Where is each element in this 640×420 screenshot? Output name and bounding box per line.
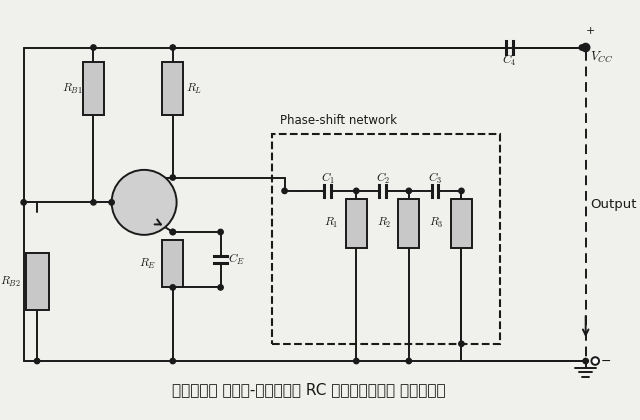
Circle shape <box>579 45 584 50</box>
Circle shape <box>111 170 177 235</box>
Circle shape <box>354 358 359 364</box>
Bar <box>398 199 419 248</box>
Circle shape <box>35 358 40 364</box>
Text: $C_1$: $C_1$ <box>321 171 335 186</box>
Text: $C_4$: $C_4$ <box>502 53 516 68</box>
Circle shape <box>170 229 175 235</box>
Text: $R_2$: $R_2$ <box>377 216 391 231</box>
Bar <box>26 253 49 310</box>
Text: $R_1$: $R_1$ <box>324 216 339 231</box>
Circle shape <box>170 285 175 290</box>
Circle shape <box>170 358 175 364</box>
Circle shape <box>459 341 464 346</box>
Text: $C_3$: $C_3$ <box>428 171 442 186</box>
Circle shape <box>406 358 412 364</box>
Circle shape <box>170 229 175 235</box>
Text: Phase-shift network: Phase-shift network <box>280 114 397 127</box>
Text: $R_L$: $R_L$ <box>186 81 202 96</box>
Circle shape <box>282 188 287 194</box>
Text: $R_{B2}$: $R_{B2}$ <box>0 275 20 289</box>
Circle shape <box>354 188 359 194</box>
Text: −: − <box>601 354 611 368</box>
Circle shape <box>170 45 175 50</box>
Circle shape <box>218 229 223 235</box>
Bar <box>163 62 183 116</box>
Circle shape <box>109 200 115 205</box>
Text: $R_3$: $R_3$ <box>429 216 444 231</box>
Bar <box>451 199 472 248</box>
Text: चित्र फेज-शिफ्ट RC दोलित्र परिपथ: चित्र फेज-शिफ्ट RC दोलित्र परिपथ <box>172 382 445 397</box>
Circle shape <box>218 285 223 290</box>
Text: $R_{B1}$: $R_{B1}$ <box>62 81 83 96</box>
Circle shape <box>91 45 96 50</box>
Circle shape <box>170 175 175 180</box>
Circle shape <box>21 200 26 205</box>
Bar <box>163 240 183 287</box>
Circle shape <box>406 188 412 194</box>
Bar <box>83 62 104 116</box>
Circle shape <box>583 358 588 364</box>
Text: $R_E$: $R_E$ <box>140 257 157 270</box>
Text: $C_2$: $C_2$ <box>376 171 390 186</box>
Circle shape <box>582 44 589 51</box>
Circle shape <box>583 45 588 50</box>
Circle shape <box>591 357 599 365</box>
Text: +: + <box>586 26 595 36</box>
Text: $V_{CC}$: $V_{CC}$ <box>591 50 614 65</box>
Text: Output: Output <box>591 198 637 211</box>
Bar <box>346 199 367 248</box>
Circle shape <box>91 200 96 205</box>
Circle shape <box>459 188 464 194</box>
Text: $C_E$: $C_E$ <box>228 252 245 267</box>
